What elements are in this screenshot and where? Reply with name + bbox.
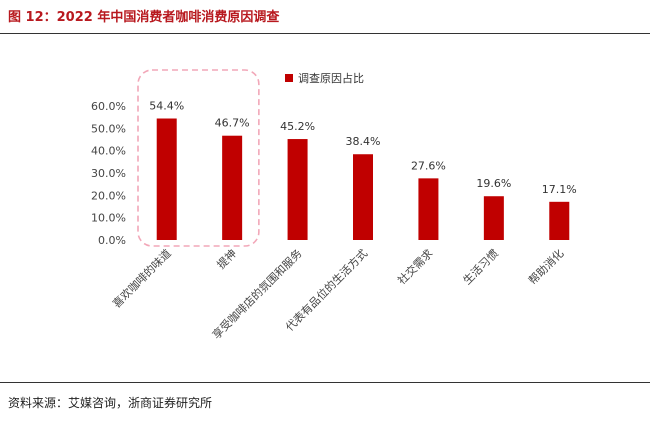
y-tick-label: 30.0% — [91, 167, 126, 180]
highlight-box — [137, 69, 260, 247]
source-rule — [0, 382, 650, 383]
bar — [287, 139, 308, 240]
y-tick-label: 50.0% — [91, 122, 126, 135]
y-tick-label: 0.0% — [98, 234, 126, 247]
title-rule — [0, 33, 650, 34]
data-label: 54.4% — [149, 100, 184, 113]
category-label: 喜欢咖啡的味道 — [109, 246, 173, 310]
y-tick-label: 10.0% — [91, 212, 126, 225]
bar — [549, 201, 570, 240]
legend: 调查原因占比 — [285, 71, 364, 85]
figure-title: 图 12：2022 年中国消费者咖啡消费原因调查 — [8, 10, 280, 25]
category-label: 帮助消化 — [525, 246, 566, 287]
data-label: 38.4% — [346, 135, 381, 148]
bars — [156, 118, 570, 240]
bar-chart: 0.0% 10.0% 20.0% 30.0% 40.0% 50.0% 60.0% 54.4%… — [91, 69, 577, 342]
bar — [353, 154, 373, 240]
data-label: 27.6% — [411, 159, 446, 172]
legend-swatch — [285, 74, 293, 82]
category-label: 生活习惯 — [460, 246, 501, 287]
data-label: 19.6% — [476, 177, 511, 190]
data-label: 17.1% — [542, 183, 577, 196]
y-tick-label: 60.0% — [91, 100, 126, 113]
bar — [156, 118, 177, 240]
bar — [222, 135, 243, 240]
legend-label: 调查原因占比 — [298, 71, 364, 85]
y-tick-label: 20.0% — [91, 189, 126, 202]
data-label: 46.7% — [215, 117, 250, 130]
data-labels: 54.4% 46.7% 45.2% 38.4% 27.6% 19.6% 17.1% — [149, 100, 577, 196]
y-axis: 0.0% 10.0% 20.0% 30.0% 40.0% 50.0% 60.0% — [91, 100, 126, 247]
y-tick-label: 40.0% — [91, 145, 126, 158]
bar — [483, 196, 504, 240]
bar — [418, 178, 439, 240]
category-label: 提神 — [214, 246, 239, 271]
data-label: 45.2% — [280, 120, 315, 133]
source-note: 资料来源：艾媒咨询，浙商证券研究所 — [8, 396, 213, 410]
category-label: 社交需求 — [395, 246, 436, 287]
